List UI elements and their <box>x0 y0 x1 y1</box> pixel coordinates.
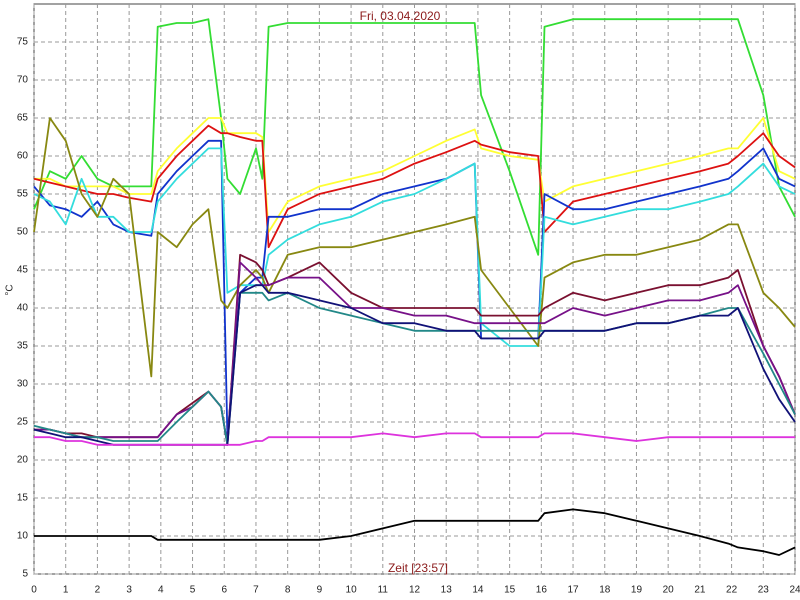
x-tick-label: 23 <box>758 585 770 596</box>
y-tick-label: 55 <box>17 189 29 200</box>
y-tick-label: 30 <box>17 379 29 390</box>
data-line <box>33 124 796 249</box>
data-line <box>34 117 796 233</box>
x-tick-label: 19 <box>631 585 643 596</box>
y-tick-label: 65 <box>17 113 29 124</box>
y-tick-label: 45 <box>17 265 29 276</box>
y-tick-label: 5 <box>22 569 28 580</box>
data-line <box>33 147 796 347</box>
data-line <box>33 139 796 439</box>
data-line <box>34 508 796 556</box>
x-tick-label: 8 <box>285 585 291 596</box>
data-line <box>33 18 796 256</box>
y-tick-label: 15 <box>17 493 29 504</box>
x-tick-label: 6 <box>221 585 227 596</box>
y-tick-label: 25 <box>17 417 29 428</box>
x-tick-label: 20 <box>663 585 675 596</box>
x-tick-label: 13 <box>441 585 453 596</box>
y-tick-label: 10 <box>17 531 29 542</box>
x-tick-label: 10 <box>346 585 358 596</box>
y-tick-label: 70 <box>17 75 29 86</box>
chart-title: Fri, 03.04.2020 <box>360 9 441 23</box>
x-tick-label: 11 <box>378 585 389 596</box>
x-tick-label: 24 <box>789 585 800 596</box>
y-tick-label: 50 <box>17 227 29 238</box>
x-tick-label: 4 <box>158 585 164 596</box>
y-tick-label: 75 <box>17 37 29 48</box>
data-line <box>34 432 795 446</box>
data-line <box>33 117 796 378</box>
x-tick-label: 7 <box>253 585 259 596</box>
x-tick-label: 9 <box>317 585 323 596</box>
y-tick-label: 20 <box>17 455 29 466</box>
x-tick-label: 14 <box>472 585 484 596</box>
x-tick-label: 18 <box>599 585 611 596</box>
x-axis-label: Zeit [23:57] <box>388 561 448 575</box>
x-tick-label: 17 <box>567 585 579 596</box>
x-tick-label: 21 <box>694 585 706 596</box>
x-tick-label: 12 <box>409 585 421 596</box>
x-tick-label: 22 <box>726 585 738 596</box>
x-tick-label: 15 <box>504 585 516 596</box>
y-axis-label: °C <box>5 284 16 295</box>
y-tick-label: 60 <box>17 151 29 162</box>
data-line <box>34 261 796 446</box>
x-tick-label: 1 <box>63 585 69 596</box>
x-tick-label: 3 <box>126 585 132 596</box>
x-tick-label: 16 <box>536 585 548 596</box>
x-tick-label: 5 <box>190 585 196 596</box>
x-tick-label: 0 <box>31 585 37 596</box>
y-tick-label: 35 <box>17 341 29 352</box>
y-tick-label: 40 <box>17 303 29 314</box>
x-tick-label: 2 <box>95 585 101 596</box>
